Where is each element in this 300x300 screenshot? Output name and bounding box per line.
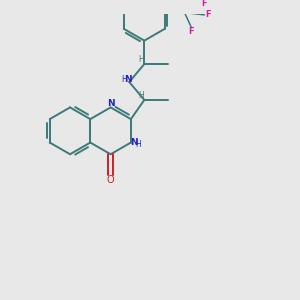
Text: N: N	[124, 75, 132, 84]
Text: H: H	[139, 55, 144, 64]
Text: N: N	[130, 138, 138, 147]
Text: H: H	[135, 140, 141, 149]
Text: F: F	[189, 27, 194, 36]
Text: H: H	[139, 91, 144, 100]
Text: H: H	[121, 75, 127, 84]
Text: F: F	[202, 0, 207, 8]
Text: O: O	[107, 176, 114, 185]
Text: N: N	[107, 99, 114, 108]
Text: F: F	[205, 11, 211, 20]
